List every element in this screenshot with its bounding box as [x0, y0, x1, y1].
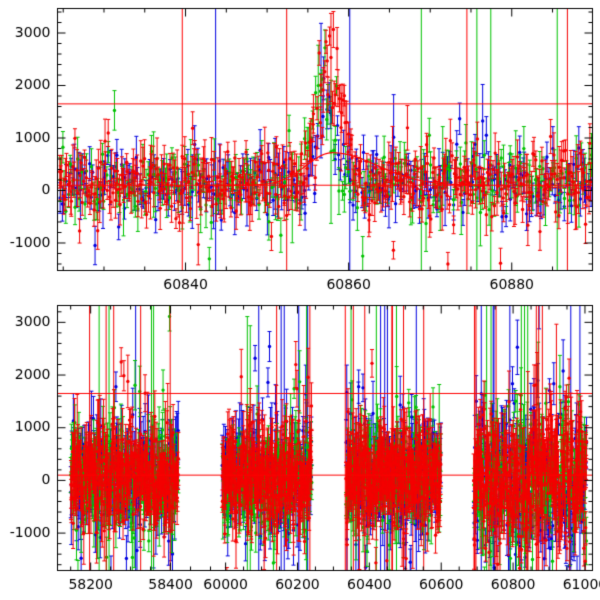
light-curve-canvas	[0, 0, 600, 600]
light-curve-figure	[0, 0, 600, 600]
